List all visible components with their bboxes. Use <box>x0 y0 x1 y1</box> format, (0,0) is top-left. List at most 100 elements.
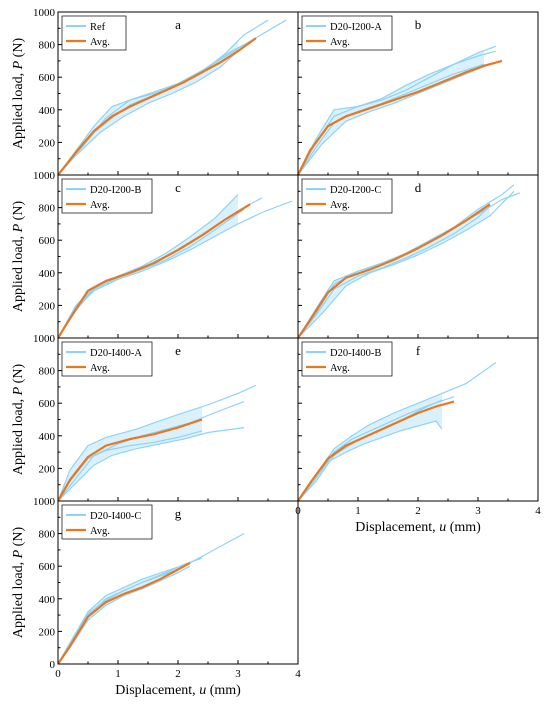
y-tick-label: 400 <box>39 431 56 443</box>
panel-letter: a <box>175 17 181 32</box>
legend-label-average: Avg. <box>90 37 110 48</box>
legend-label-average: Avg. <box>330 37 350 48</box>
panel-letter: f <box>416 343 421 358</box>
legend-label-average: Avg. <box>90 200 110 211</box>
panel-a: 200 400 600 800 1000 a Ref Avg. Applied load, P … <box>11 7 299 176</box>
y-axis-label-var: P <box>11 60 26 70</box>
legend-label-average: Avg. <box>330 363 350 374</box>
scatter-band <box>298 50 484 175</box>
scatter-band <box>298 393 442 501</box>
y-axis-label: Applied load, P (N) <box>11 201 26 313</box>
y-tick-label: 200 <box>39 626 56 638</box>
x-tick-label: 1 <box>355 505 361 517</box>
x-tick-label: 2 <box>415 505 421 517</box>
y-axis-label-unit: (N) <box>11 201 26 224</box>
x-axis-label-unit: (mm) <box>446 520 481 535</box>
legend-box <box>301 341 393 377</box>
average-curve <box>298 400 455 501</box>
x-axis-label: Displacement, u (mm) <box>115 683 241 698</box>
x-axis-label: Displacement, u (mm) <box>355 520 481 535</box>
y-axis-label-unit: (N) <box>11 527 26 550</box>
y-tick-label: 1000 <box>33 170 56 182</box>
legend-box <box>61 341 153 377</box>
test-curve-2 <box>298 63 485 175</box>
plot-area <box>298 362 497 501</box>
panel-b: b D20-I200-A Avg. <box>297 11 539 176</box>
legend-box <box>61 504 153 540</box>
y-axis-label: Applied load, P (N) <box>11 527 26 639</box>
y-tick-label: 200 <box>39 137 56 149</box>
average-curve <box>298 203 491 338</box>
legend-box <box>61 178 153 214</box>
average-curve <box>58 418 203 501</box>
x-tick-label: 4 <box>295 668 301 680</box>
panel-letter: b <box>415 17 422 32</box>
y-tick-label: 800 <box>39 529 56 541</box>
y-axis-label-var: P <box>11 549 26 559</box>
y-tick-label: 200 <box>39 300 56 312</box>
test-curve-4 <box>58 568 179 664</box>
legend-label-tests: Ref <box>90 22 106 33</box>
test-curve-1 <box>58 384 257 501</box>
panel-d: d D20-I200-C Avg. <box>297 174 539 339</box>
legend-label-average: Avg. <box>90 363 110 374</box>
test-curve-2 <box>58 200 293 338</box>
x-axis-label-var: u <box>439 520 446 535</box>
legend-label-tests: D20-I400-C <box>90 511 141 522</box>
panel-letter: d <box>415 180 422 195</box>
test-curve-3 <box>298 50 497 175</box>
y-axis-label-prefix: Applied load, <box>11 395 26 475</box>
x-tick-label: 3 <box>475 505 481 517</box>
y-tick-label: 0 <box>50 659 56 671</box>
y-tick-label: 600 <box>39 561 56 573</box>
x-axis-label-prefix: Displacement, <box>115 683 199 698</box>
test-curve-4 <box>58 208 245 338</box>
legend-label-tests: D20-I200-C <box>330 185 381 196</box>
x-tick-label: 2 <box>175 668 181 680</box>
panel-letter: c <box>175 180 181 195</box>
y-tick-label: 200 <box>39 463 56 475</box>
panel-letter: e <box>175 343 181 358</box>
y-axis-label-prefix: Applied load, <box>11 232 26 312</box>
panel-c: 200 400 600 800 1000 c D20-I200-B Avg. Applied l… <box>11 170 299 339</box>
y-tick-label: 800 <box>39 203 56 215</box>
y-tick-label: 400 <box>39 105 56 117</box>
x-tick-label: 0 <box>55 668 61 680</box>
test-curve-4 <box>58 50 239 175</box>
plot-area <box>298 45 503 175</box>
legend-label-tests: D20-I400-A <box>90 348 142 359</box>
y-tick-label: 1000 <box>33 333 56 345</box>
panel-g: 0 200 400 600 800 1000 0 1 2 3 4 g D20-I400-C Avg. App… <box>11 496 301 698</box>
average-curve <box>58 203 251 338</box>
panel-e: 200 400 600 800 1000 e D20-I400-A Avg. Applied l… <box>11 333 299 502</box>
x-tick-label: 4 <box>535 505 541 517</box>
legend-box <box>301 15 393 51</box>
y-tick-label: 800 <box>39 40 56 52</box>
average-curve <box>298 59 503 175</box>
average-curve <box>58 37 257 175</box>
legend-label-tests: D20-I200-A <box>330 22 382 33</box>
test-curve-4 <box>298 63 491 175</box>
scatter-band <box>58 40 238 175</box>
y-axis-label: Applied load, P (N) <box>11 38 26 150</box>
test-curve-4 <box>298 190 515 338</box>
panel-letter: g <box>175 506 182 521</box>
x-axis-label-prefix: Displacement, <box>355 520 439 535</box>
x-axis-label-unit: (mm) <box>206 683 241 698</box>
y-tick-label: 600 <box>39 398 56 410</box>
y-axis-label-unit: (N) <box>11 38 26 61</box>
y-axis-label: Applied load, P (N) <box>11 364 26 476</box>
y-axis-label-unit: (N) <box>11 364 26 387</box>
test-curve-1 <box>58 533 245 664</box>
legend-box <box>301 178 393 214</box>
y-axis-label-var: P <box>11 223 26 233</box>
y-tick-label: 400 <box>39 594 56 606</box>
legend-box <box>61 15 127 51</box>
test-curve-3 <box>298 396 455 501</box>
y-tick-label: 600 <box>39 235 56 247</box>
test-curve-2 <box>58 557 203 664</box>
test-curve-2 <box>58 427 245 501</box>
x-tick-label: 1 <box>115 668 121 680</box>
